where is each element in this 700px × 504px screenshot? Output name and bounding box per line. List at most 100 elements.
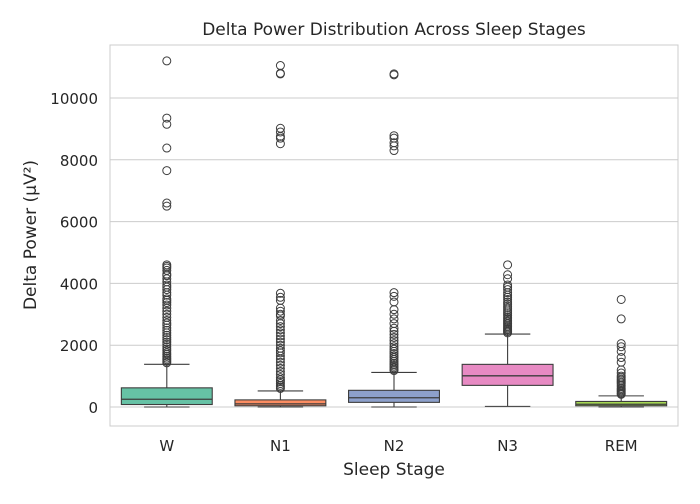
- x-tick-label: W: [159, 437, 174, 455]
- outlier-point: [275, 337, 285, 347]
- box-n2: [348, 69, 440, 408]
- x-tick-label: N2: [384, 437, 405, 455]
- box-rem: [575, 294, 668, 408]
- outlier-point: [275, 383, 285, 393]
- boxes-layer: [120, 56, 668, 408]
- outlier-point: [162, 201, 172, 211]
- outlier-point: [162, 325, 172, 335]
- outlier-point: [275, 360, 285, 370]
- outlier-point: [503, 288, 513, 298]
- outlier-point: [503, 328, 513, 338]
- outlier-point: [162, 285, 172, 295]
- outlier-point: [162, 337, 172, 347]
- outlier-point: [162, 306, 172, 316]
- outlier-point: [275, 363, 285, 373]
- iqr-box: [461, 363, 554, 386]
- outlier-point: [275, 357, 285, 367]
- y-tick-label: 6000: [60, 214, 98, 232]
- outlier-point: [275, 348, 285, 358]
- outlier-point: [162, 56, 172, 66]
- y-axis-label: Delta Power (μV²): [21, 160, 41, 310]
- outlier-point: [389, 70, 399, 80]
- outlier-point: [503, 270, 513, 280]
- outlier-point: [162, 315, 172, 325]
- outlier-point: [503, 290, 513, 300]
- outlier-point: [162, 346, 172, 356]
- box-w: [120, 56, 213, 408]
- outlier-point: [503, 292, 513, 302]
- outlier-point: [275, 334, 285, 344]
- outlier-point: [616, 346, 626, 356]
- outlier-point: [275, 127, 285, 137]
- gridlines: [110, 97, 678, 408]
- box-n1: [234, 61, 327, 408]
- outlier-point: [162, 318, 172, 328]
- y-tick-label: 10000: [50, 90, 98, 108]
- outlier-point: [389, 342, 399, 352]
- outlier-point: [616, 342, 626, 352]
- chart-title: Delta Power Distribution Across Sleep St…: [202, 20, 586, 40]
- outlier-point: [389, 329, 399, 339]
- outlier-point: [389, 336, 399, 346]
- outlier-point: [275, 370, 285, 380]
- iqr-box: [234, 399, 327, 407]
- outlier-point: [162, 119, 172, 129]
- x-axis-label: Sleep Stage: [343, 460, 445, 480]
- outlier-point: [162, 330, 172, 340]
- outlier-point: [275, 139, 285, 149]
- outlier-point: [275, 288, 285, 298]
- outlier-point: [162, 198, 172, 208]
- outlier-point: [162, 303, 172, 313]
- outlier-point: [389, 323, 399, 333]
- outlier-point: [275, 331, 285, 341]
- outlier-point: [275, 354, 285, 364]
- plot-area-frame: [109, 44, 679, 427]
- outlier-point: [275, 322, 285, 332]
- outlier-point: [275, 328, 285, 338]
- outlier-point: [162, 335, 172, 345]
- iqr-box: [348, 389, 440, 403]
- outlier-point: [162, 298, 172, 308]
- box-n3: [461, 260, 554, 407]
- outlier-point: [389, 291, 399, 301]
- x-tick-label: N1: [270, 437, 291, 455]
- outlier-point: [389, 288, 399, 298]
- outlier-point: [275, 133, 285, 143]
- outlier-point: [275, 315, 285, 325]
- outlier-point: [162, 300, 172, 310]
- outlier-point: [162, 332, 172, 342]
- x-tick-label: N3: [497, 437, 518, 455]
- outlier-point: [389, 146, 399, 156]
- outlier-point: [162, 113, 172, 123]
- outlier-point: [275, 306, 285, 316]
- iqr-box: [120, 387, 213, 406]
- outlier-point: [616, 294, 626, 304]
- outlier-point: [503, 260, 513, 270]
- outlier-point: [162, 323, 172, 333]
- y-tick-label: 0: [88, 399, 98, 417]
- outlier-point: [389, 366, 399, 376]
- outlier-point: [162, 339, 172, 349]
- y-tick-label: 8000: [60, 152, 98, 170]
- outlier-point: [389, 141, 399, 151]
- outlier-point: [275, 319, 285, 329]
- outlier-point: [389, 131, 399, 141]
- outlier-point: [389, 309, 399, 319]
- outlier-point: [162, 271, 172, 281]
- outlier-point: [162, 328, 172, 338]
- outlier-point: [275, 69, 285, 79]
- outlier-point: [503, 294, 513, 304]
- outlier-point: [616, 353, 626, 363]
- outlier-point: [162, 358, 172, 368]
- x-tick-labels: W N1 N2 N3 REM: [159, 437, 637, 455]
- outlier-point: [162, 143, 172, 153]
- outlier-point: [275, 351, 285, 361]
- outlier-point: [162, 290, 172, 300]
- outlier-point: [389, 332, 399, 342]
- outlier-point: [616, 314, 626, 324]
- outlier-point: [162, 309, 172, 319]
- x-tick-label: REM: [605, 437, 638, 455]
